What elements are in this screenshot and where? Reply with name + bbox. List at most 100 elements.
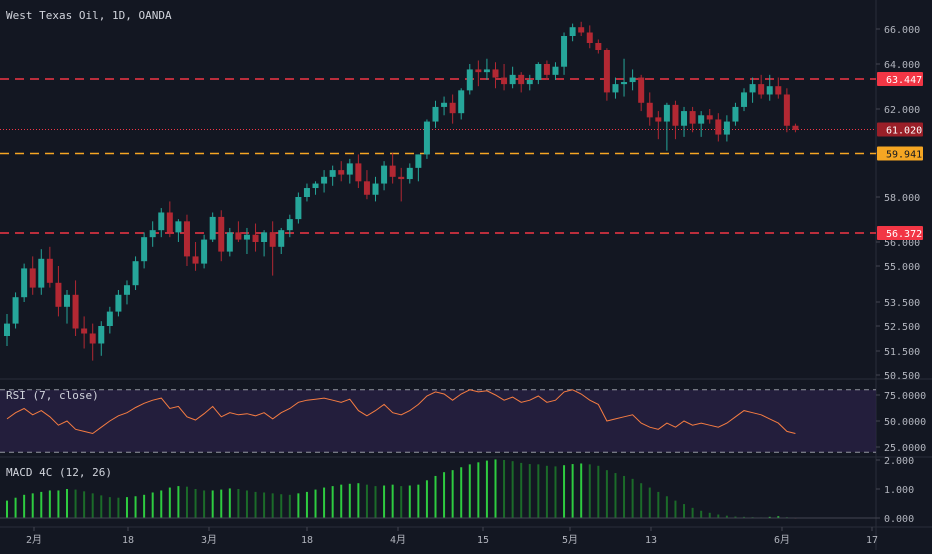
candle-body [561,36,568,67]
candle-body [201,239,208,264]
candle-body [115,294,122,312]
candle-body [175,221,182,233]
candle-body [29,268,36,288]
candle-body [89,333,96,344]
candle-body [603,50,610,93]
candle-body [775,86,782,95]
candle-body [638,77,645,103]
level-badge [877,146,923,161]
candle-body [338,170,345,175]
rsi-line [6,389,796,435]
rsi-tick-label: 25.0000 [884,443,926,454]
candle-body [381,165,388,184]
level-badge [877,226,923,240]
level-badge [877,72,923,86]
macd-tick-label: 1.000 [884,485,914,496]
candle-body [466,69,473,91]
candle-body [552,66,559,75]
candle-body [4,323,10,336]
candle-body [286,219,293,231]
candle-body [449,102,456,114]
candle-body [526,79,533,85]
candle-body [578,27,585,33]
candle-body [166,212,173,233]
level-badge [877,122,923,137]
candle-body [269,232,276,247]
candle-body [423,121,430,155]
price-tick-label: 52.500 [884,322,920,333]
candle-body [612,84,619,93]
candle-body [501,77,508,85]
candle-body [12,297,19,324]
candle-body [81,328,88,334]
candle-body [72,294,79,329]
candle-body [543,64,550,75]
macd-title: MACD 4C (12, 26) [6,466,112,479]
candle-body [209,216,216,240]
price-tick-label: 64.000 [884,60,920,71]
time-tick-label: 3月 [201,534,217,546]
candle-body [398,176,405,180]
candle-body [492,69,499,78]
candle-body [595,43,602,50]
candle-body [586,32,593,43]
price-tick-label: 53.500 [884,298,920,309]
candle-body [261,232,268,242]
candle-body [758,84,765,95]
candle-body [226,232,233,252]
candle-body [441,102,448,107]
candle-body [149,230,156,238]
time-tick-label: 2月 [26,534,42,546]
candle-body [21,268,28,298]
candle-body [329,170,336,177]
level-badge-label: 59.941 [886,150,922,161]
candle-body [278,230,285,247]
candle-body [569,27,576,36]
time-tick-label: 17 [866,535,878,546]
candle-body [475,69,482,73]
price-tick-label: 55.000 [884,262,920,273]
candle-body [372,183,379,195]
candle-body [689,111,696,124]
candle-body [183,221,190,257]
candle-body [706,115,713,120]
candle-body [106,311,113,326]
candle-body [98,326,105,344]
candle-body [132,261,139,286]
level-badge-label: 63.447 [886,75,922,86]
price-tick-label: 66.000 [884,25,920,36]
candle-body [655,117,662,122]
candle-body [158,212,165,231]
candle-body [363,181,370,195]
price-tick-label: 62.000 [884,105,920,116]
candle-body [535,64,542,80]
candle-body [741,92,748,107]
candle-body [723,121,730,135]
candle-body [46,258,53,283]
rsi-tick-label: 75.0000 [884,391,926,402]
candle-body [406,167,413,180]
candle-body [681,111,688,126]
price-tick-label: 50.500 [884,371,920,382]
candle-body [303,188,310,197]
candle-body [715,119,722,135]
level-badge-label: 61.020 [886,126,922,137]
macd-tick-label: 2.000 [884,456,914,467]
macd-tick-label: 0.000 [884,514,914,525]
time-tick-label: 18 [301,535,313,546]
rsi-band [0,389,876,453]
candle-body [629,77,636,83]
candle-body [141,237,148,262]
rsi-tick-label: 50.0000 [884,417,926,428]
time-tick-label: 4月 [390,534,406,546]
time-tick-label: 15 [477,535,489,546]
candle-body [663,104,670,122]
level-badge-label: 56.372 [886,229,922,240]
candle-body [218,216,225,252]
candle-body [732,106,739,122]
candle-body [312,183,319,189]
chart-title: West Texas Oil, 1D, OANDA [6,9,172,22]
price-tick-label: 51.500 [884,347,920,358]
